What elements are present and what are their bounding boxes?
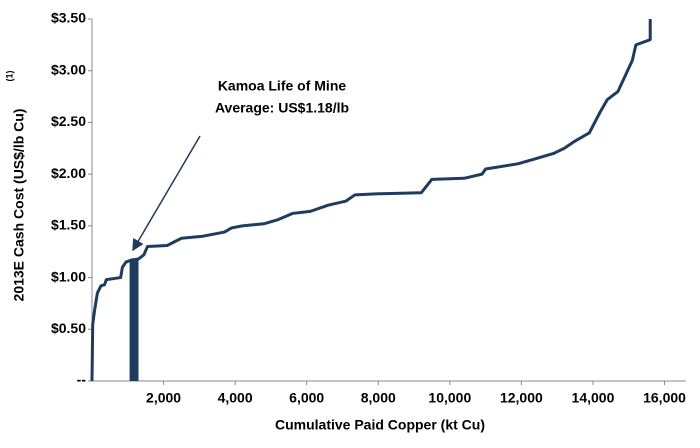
x-tick-label: 2,000 bbox=[146, 390, 181, 406]
x-tick-label: 8,000 bbox=[361, 390, 396, 406]
y-tick-label: $2.00 bbox=[51, 165, 86, 181]
annotation-arrow bbox=[132, 135, 201, 252]
y-axis-note: (1) bbox=[4, 70, 14, 81]
y-tick-label: -- bbox=[77, 372, 87, 388]
annotation: Average: US$1.18/lb bbox=[215, 100, 349, 116]
y-tick-label: $2.50 bbox=[51, 113, 86, 129]
y-tick-label: $1.50 bbox=[51, 217, 86, 233]
x-tick-label: 4,000 bbox=[218, 390, 253, 406]
x-tick-label: 16,000 bbox=[643, 390, 686, 406]
y-tick-label: $3.00 bbox=[51, 61, 86, 77]
y-tick-label: $0.50 bbox=[51, 320, 86, 336]
x-tick-label: 6,000 bbox=[289, 390, 324, 406]
x-tick-label: 10,000 bbox=[428, 390, 471, 406]
y-tick-label: $3.50 bbox=[51, 10, 86, 26]
cost-curve bbox=[90, 19, 652, 382]
y-tick-label: $1.00 bbox=[51, 268, 86, 284]
x-tick-label: 12,000 bbox=[500, 390, 543, 406]
annotation: Kamoa Life of Mine bbox=[218, 78, 347, 94]
x-axis-label: Cumulative Paid Copper (kt Cu) bbox=[275, 417, 485, 433]
x-tick-label: 14,000 bbox=[572, 390, 615, 406]
y-axis-label: 2013E Cash Cost (US$/lb Cu) bbox=[11, 109, 27, 302]
highlight-bar bbox=[129, 258, 139, 381]
